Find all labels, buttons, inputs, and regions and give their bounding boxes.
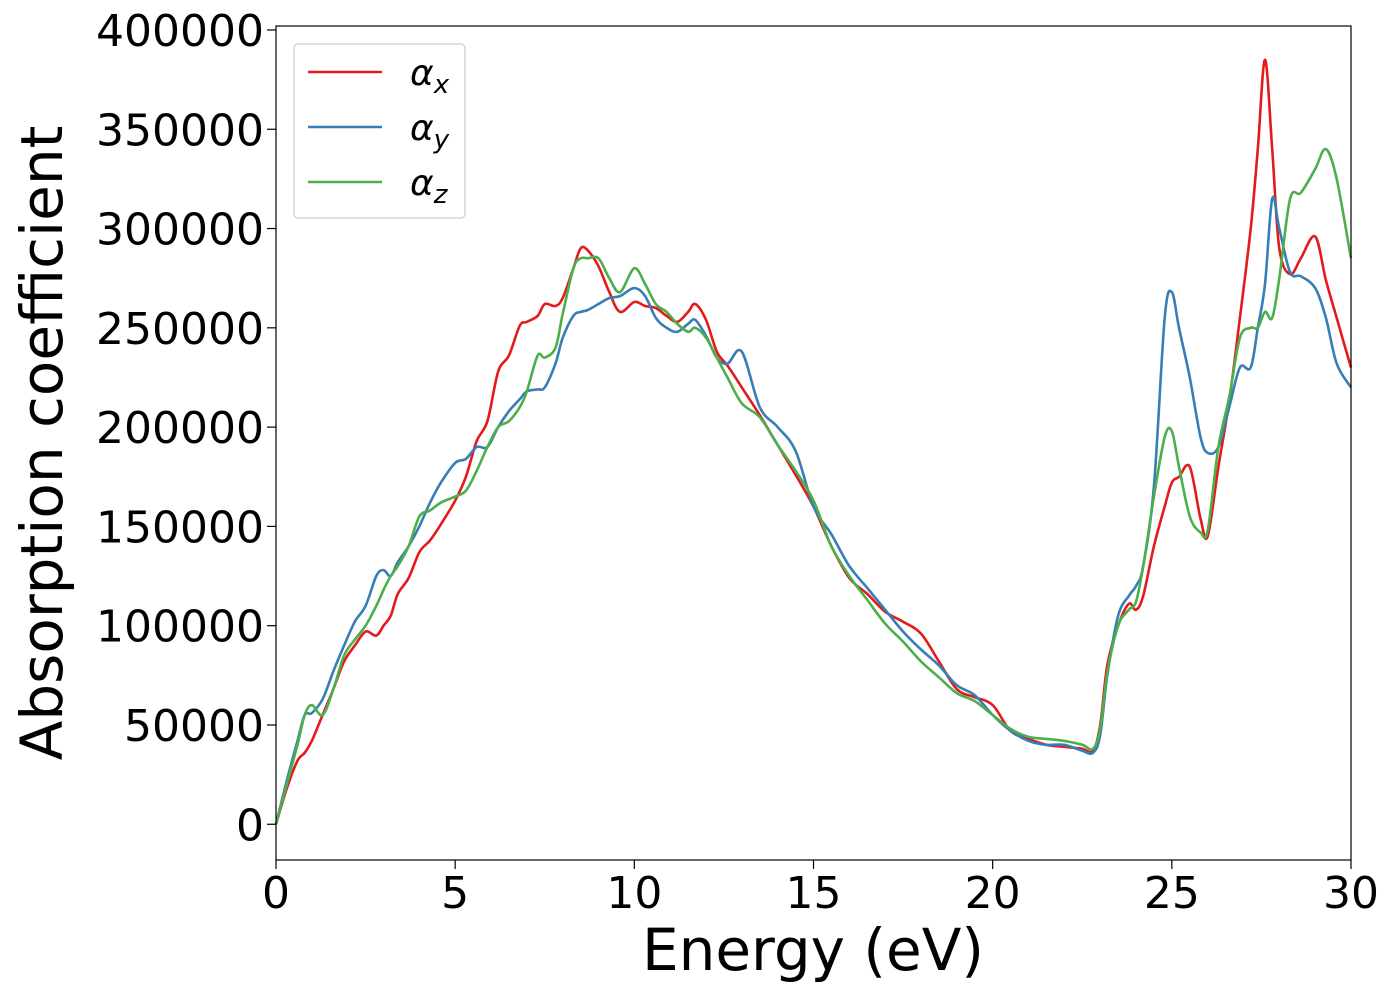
legend-item-z: αz: [308, 163, 449, 210]
legend-label: αz: [410, 163, 449, 210]
legend-label: αy: [410, 108, 450, 155]
series-layer: [274, 58, 1353, 825]
x-tick-label: 15: [786, 868, 842, 919]
x-axis: 0 5 10 15 20 25 30: [262, 860, 1379, 919]
y-tick-label: 0: [236, 800, 264, 851]
y-tick-label: 150000: [96, 502, 264, 553]
y-axis: 0 50000 100000 150000 200000 250000 300000 3500…: [96, 6, 276, 851]
y-axis-label: Absorption coefficient: [8, 126, 76, 761]
legend-box: [293, 43, 466, 219]
y-tick-label: 400000: [96, 6, 264, 57]
legend-item-x: αx: [308, 53, 450, 100]
legend-item-y: αy: [308, 108, 450, 155]
x-tick-label: 5: [441, 868, 469, 919]
x-axis-label: Energy (eV): [642, 916, 984, 984]
y-tick-label: 100000: [96, 602, 264, 653]
x-tick-label: 0: [262, 868, 290, 919]
x-tick-label: 25: [1144, 868, 1200, 919]
x-tick-label: 20: [965, 868, 1021, 919]
legend: αx αy αz: [293, 43, 466, 219]
series-line-z: [274, 147, 1353, 825]
x-tick-label: 30: [1323, 868, 1379, 919]
y-tick-label: 350000: [96, 105, 264, 156]
y-tick-label: 50000: [124, 701, 264, 752]
legend-label: αx: [410, 53, 450, 100]
y-tick-label: 200000: [96, 403, 264, 454]
y-tick-label: 250000: [96, 304, 264, 355]
x-tick-label: 10: [606, 868, 662, 919]
legend-entries: αx αy αz: [308, 53, 450, 210]
y-tick-label: 300000: [96, 205, 264, 256]
series-line-y: [274, 195, 1353, 825]
